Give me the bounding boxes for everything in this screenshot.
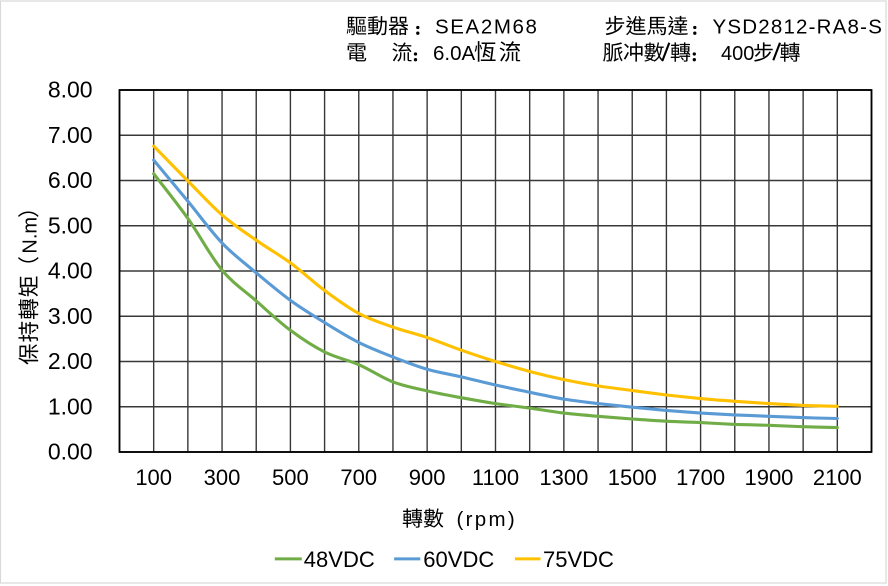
svg-text:5.00: 5.00 (48, 212, 93, 238)
svg-text:2100: 2100 (813, 465, 862, 490)
svg-text:1.00: 1.00 (48, 393, 93, 419)
svg-text:8.00: 8.00 (48, 77, 93, 103)
svg-text:4.00: 4.00 (48, 258, 93, 284)
svg-text:500: 500 (272, 465, 309, 490)
svg-text:7.00: 7.00 (48, 122, 93, 148)
svg-text:0.00: 0.00 (48, 439, 93, 465)
svg-text:1700: 1700 (676, 465, 725, 490)
svg-text:60VDC: 60VDC (423, 547, 494, 572)
svg-text:100: 100 (135, 465, 172, 490)
svg-text:1900: 1900 (744, 465, 793, 490)
svg-text:48VDC: 48VDC (304, 547, 375, 572)
svg-text:400: 400 (721, 43, 754, 65)
svg-text:2.00: 2.00 (48, 348, 93, 374)
svg-text:6.0A: 6.0A (433, 42, 475, 65)
svg-text:3.00: 3.00 (48, 303, 93, 329)
svg-text:YSD2812-RA8-S: YSD2812-RA8-S (713, 16, 884, 39)
svg-text:75VDC: 75VDC (543, 547, 614, 572)
svg-text:700: 700 (340, 465, 377, 490)
svg-text:6.00: 6.00 (48, 167, 93, 193)
svg-text:1300: 1300 (539, 465, 588, 490)
svg-text:1100: 1100 (472, 465, 519, 490)
svg-text:1500: 1500 (608, 465, 657, 490)
svg-text:N.m: N.m (20, 217, 42, 254)
svg-text:900: 900 (409, 465, 446, 490)
svg-text:(rpm): (rpm) (457, 508, 517, 531)
svg-text:300: 300 (204, 465, 241, 490)
svg-text:SEA2M68: SEA2M68 (435, 16, 539, 39)
